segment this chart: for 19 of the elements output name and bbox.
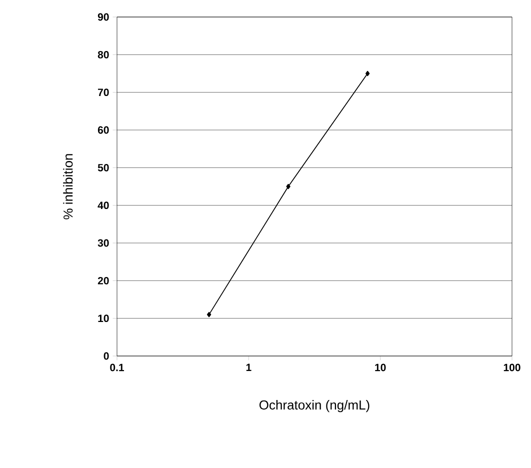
x-tick-label: 10: [375, 364, 386, 372]
point: [206, 312, 212, 318]
y-tick-label: 90: [98, 13, 109, 21]
y-tick-label: 70: [98, 88, 109, 96]
y-tick-label: 60: [98, 126, 109, 134]
y-axis-title: % inhibition: [63, 154, 73, 220]
x-tick-label: 100: [504, 364, 520, 372]
y-tick-label: 80: [98, 50, 109, 58]
x-axis-title: Ochratoxin (ng/mL): [259, 400, 370, 412]
y-tick-label: 40: [98, 202, 109, 210]
y-tick-label: 10: [98, 314, 109, 322]
y-tick-label: 0: [104, 352, 109, 360]
x-tick-label: 1: [246, 364, 252, 371]
point: [286, 184, 290, 190]
y-tick-label: 50: [98, 164, 109, 172]
y-tick-label: 20: [98, 276, 109, 284]
point: [365, 70, 370, 76]
y-tick-label: 30: [98, 239, 109, 247]
x-tick-label: 0.1: [110, 364, 124, 372]
